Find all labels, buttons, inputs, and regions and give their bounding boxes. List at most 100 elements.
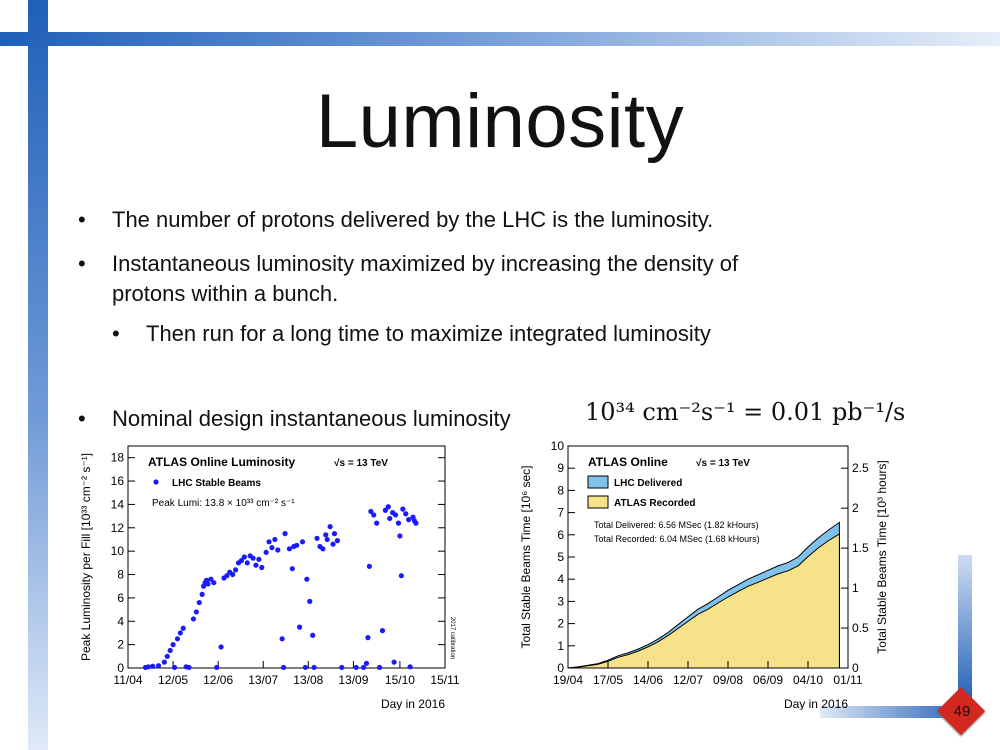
legend-entry: LHC Stable Beams <box>172 478 261 489</box>
y-tick-label: 9 <box>557 461 564 475</box>
data-point <box>266 539 272 545</box>
y-tick-label: 14 <box>111 497 125 511</box>
data-point <box>233 567 239 573</box>
data-point <box>279 636 285 642</box>
y-tick-label: 0 <box>117 661 124 675</box>
bullet-symbol: • <box>78 207 86 232</box>
bullet-text-continuation: protons within a bunch. <box>112 281 339 306</box>
energy-label: √s = 13 TeV <box>334 458 388 469</box>
data-point <box>208 576 214 582</box>
data-point <box>170 642 176 648</box>
data-point <box>406 517 412 523</box>
data-point <box>289 566 295 572</box>
x-tick-label: 13/07 <box>248 673 278 687</box>
data-point <box>230 571 236 578</box>
decorative-horizontal-bar <box>0 32 1000 46</box>
x-tick-label: 04/10 <box>793 673 823 687</box>
data-point <box>211 580 217 586</box>
data-point <box>413 520 419 526</box>
y-tick-label: 4 <box>117 614 124 628</box>
bullet-symbol: • <box>112 321 120 346</box>
stable-beams-time-chart: 0 1 2 3 4 5 6 7 8 9 10 0 0.5 1 1.5 2 2.5 19/04 17/05 14/06 1… <box>519 439 889 710</box>
data-point <box>263 549 269 555</box>
y-right-tick-label: 0.5 <box>852 621 869 635</box>
x-tick-label: 12/06 <box>203 673 233 687</box>
data-point <box>331 531 338 537</box>
legend-swatch-recorded <box>587 495 609 509</box>
y-tick-label: 2 <box>117 638 124 652</box>
data-point <box>302 664 309 671</box>
page-number-badge: 49 <box>936 686 986 736</box>
data-point <box>334 538 340 544</box>
x-tick-label: 13/09 <box>338 673 368 687</box>
decorative-corner-horizontal-bar <box>820 706 970 718</box>
data-point <box>374 520 380 526</box>
decorative-vertical-bar <box>28 0 48 750</box>
data-point <box>400 506 406 512</box>
data-point <box>174 636 181 642</box>
data-point <box>385 504 391 510</box>
x-tick-label: 17/05 <box>593 673 623 687</box>
y-axis-label: Total Stable Beams Time [10⁶ sec] <box>519 465 533 648</box>
y-axis-right-label: Total Stable Beams Time [10³ hours] <box>875 460 889 653</box>
bullet-text: Instantaneous luminosity maximized by in… <box>112 251 739 276</box>
x-tick-label: 12/07 <box>673 673 703 687</box>
data-point <box>299 539 306 545</box>
data-point <box>244 560 250 566</box>
x-tick-label: 15/10 <box>385 673 415 687</box>
data-point <box>259 564 265 571</box>
chart-title: ATLAS Online Luminosity <box>148 455 295 469</box>
x-tick-label: 13/08 <box>293 673 323 687</box>
y-tick-label: 7 <box>557 506 564 520</box>
bullet-text: The number of protons delivered by the L… <box>112 207 714 232</box>
total-recorded-annotation: Total Recorded: 6.04 MSec (1.68 kHours) <box>594 534 760 544</box>
data-point <box>196 599 202 606</box>
bullet-symbol: • <box>78 406 86 431</box>
x-axis-label: Day in 2016 <box>784 697 848 710</box>
x-tick-label: 06/09 <box>753 673 783 687</box>
data-point <box>164 653 170 659</box>
data-point <box>368 508 374 515</box>
data-point <box>193 609 199 615</box>
data-point <box>398 573 404 579</box>
data-point <box>296 624 303 630</box>
data-point <box>294 542 300 548</box>
data-point <box>253 562 259 568</box>
data-point <box>330 541 336 547</box>
y-tick-label: 8 <box>557 483 564 497</box>
data-point <box>403 511 409 517</box>
data-point <box>275 547 281 553</box>
y-right-tick-label: 1 <box>852 581 859 595</box>
y-tick-label: 18 <box>111 451 125 465</box>
data-point <box>311 664 317 671</box>
data-point <box>320 546 326 552</box>
y-tick-label: 1 <box>557 639 564 653</box>
recorded-area <box>567 532 840 669</box>
bullet-item: • Nominal design instantaneous luminosit… <box>78 405 511 433</box>
y-tick-label: 10 <box>551 439 565 453</box>
x-tick-label: 09/08 <box>713 673 743 687</box>
legend-swatch-delivered <box>587 475 609 489</box>
data-point <box>382 507 388 513</box>
data-point <box>205 581 211 587</box>
y-tick-label: 6 <box>557 528 564 542</box>
slide-title: Luminosity <box>315 79 685 164</box>
data-point <box>323 532 329 538</box>
legend-entry: LHC Delivered <box>614 478 682 489</box>
data-point <box>395 520 402 526</box>
legend-marker <box>153 479 159 485</box>
data-point <box>241 554 247 560</box>
data-point <box>269 545 275 551</box>
bullet-text: Nominal design instantaneous luminosity <box>112 406 511 431</box>
data-point <box>365 635 371 641</box>
data-point <box>371 512 377 518</box>
data-point <box>407 664 413 670</box>
data-point <box>167 647 173 654</box>
data-point <box>238 557 245 564</box>
data-point <box>387 515 393 522</box>
y-tick-label: 16 <box>111 474 125 488</box>
data-point <box>304 576 310 582</box>
y-tick-label: 4 <box>557 572 564 586</box>
y-right-tick-label: 1.5 <box>852 541 869 555</box>
data-point <box>180 625 186 631</box>
